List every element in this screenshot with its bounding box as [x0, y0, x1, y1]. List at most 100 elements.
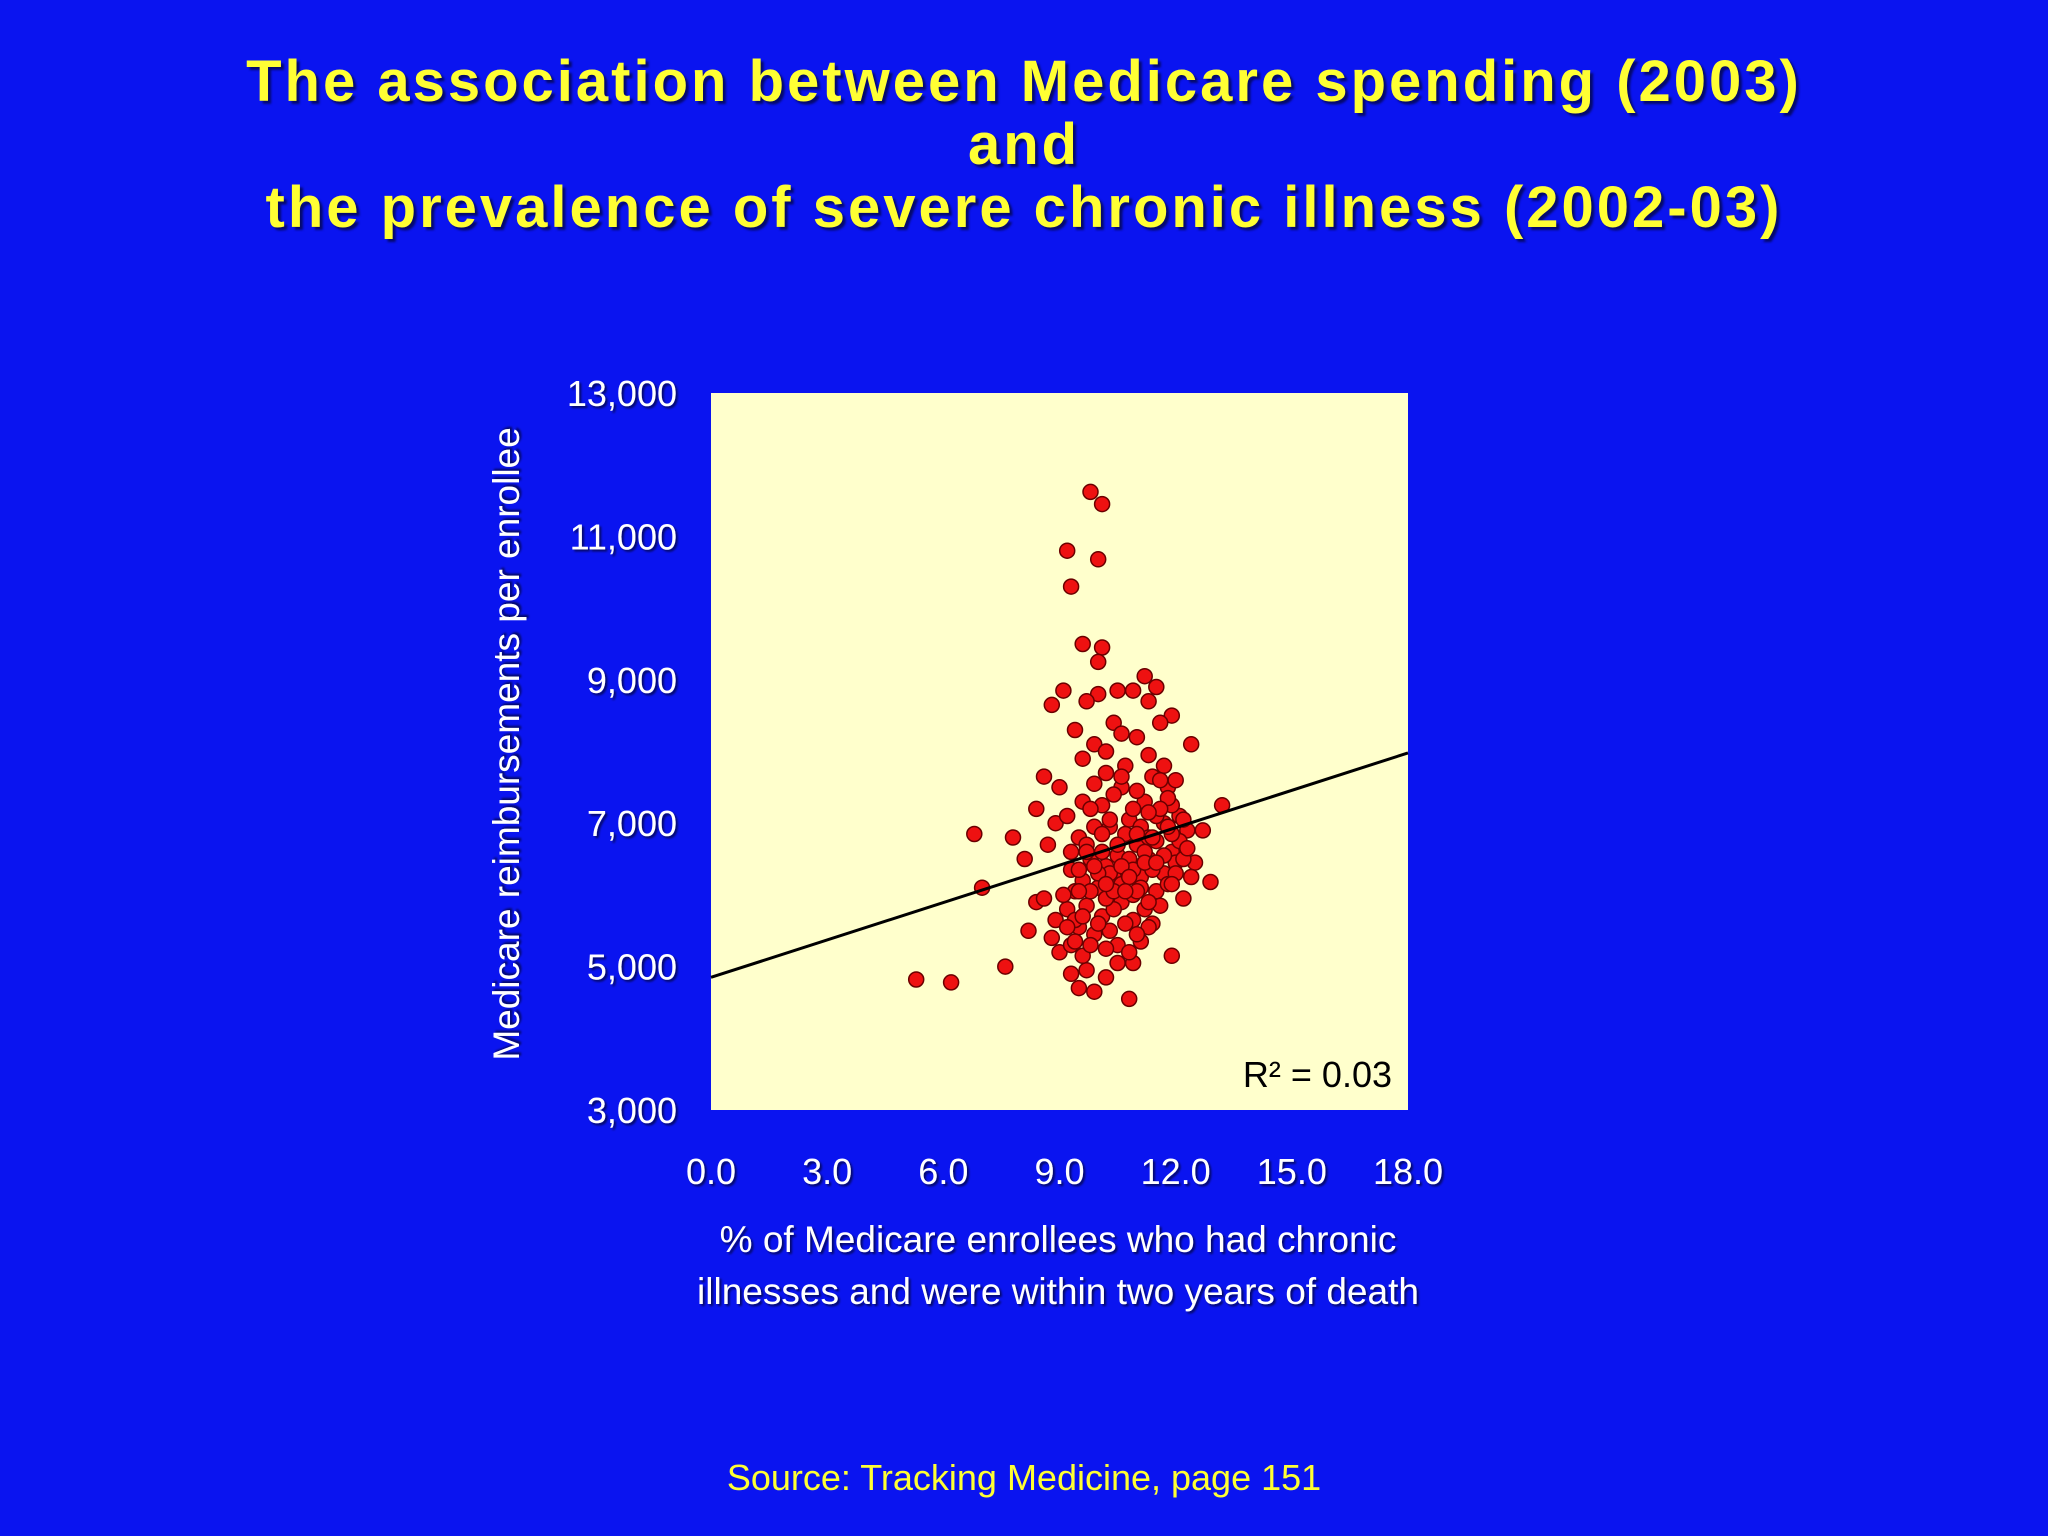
data-point	[1097, 969, 1115, 986]
data-point	[1117, 883, 1134, 900]
data-point	[1109, 682, 1126, 699]
y-tick-label: 3,000	[587, 1090, 677, 1131]
data-point	[997, 958, 1014, 975]
data-point	[1097, 764, 1115, 782]
data-point	[1070, 883, 1088, 900]
data-point	[1124, 682, 1142, 699]
data-point	[1066, 721, 1084, 739]
trend-line	[710, 751, 1409, 979]
data-point	[1097, 743, 1115, 760]
data-point	[1140, 746, 1157, 764]
data-point	[1051, 779, 1068, 796]
title-line: The association between Medicare spendin…	[246, 49, 1802, 114]
data-point	[1055, 682, 1072, 699]
data-point	[966, 825, 983, 843]
slide-title: The association between Medicare spendin…	[0, 50, 2048, 239]
data-point	[1039, 836, 1057, 853]
data-point	[1120, 990, 1138, 1008]
data-point	[1167, 771, 1184, 789]
data-point	[1047, 911, 1064, 929]
data-point	[1093, 825, 1111, 843]
y-axis-title: Medicare reimbursements per enrollee	[486, 427, 527, 1060]
data-point	[1070, 979, 1088, 997]
data-point	[942, 974, 960, 991]
data-point	[1028, 800, 1045, 818]
data-point	[1086, 736, 1103, 753]
data-point	[1035, 768, 1053, 785]
data-point	[1051, 944, 1068, 961]
data-point	[1078, 693, 1095, 710]
x-axis-ticks: 0.0 3.0 6.0 9.0 12.0 15.0 18.0	[686, 1151, 1443, 1192]
data-point	[1148, 854, 1165, 871]
data-point	[1086, 983, 1103, 1000]
data-point	[1058, 918, 1076, 936]
data-point	[1128, 728, 1146, 746]
data-point	[1093, 639, 1111, 656]
data-point	[1004, 829, 1022, 846]
data-point	[1089, 551, 1107, 568]
source-note: Source: Tracking Medicine, page 151	[726, 1457, 1322, 1498]
data-point	[1082, 800, 1099, 818]
data-point	[907, 971, 925, 988]
y-tick-label: 7,000	[587, 803, 677, 844]
data-point	[1140, 693, 1157, 710]
data-point	[1175, 890, 1192, 907]
data-point	[1182, 736, 1200, 753]
data-point	[1062, 843, 1080, 861]
data-point	[1155, 757, 1173, 775]
data-point	[1136, 667, 1153, 685]
data-point	[1062, 578, 1080, 595]
x-tick-label: 3.0	[802, 1151, 852, 1192]
data-point	[1070, 861, 1088, 879]
data-point	[1043, 696, 1061, 714]
data-point	[1128, 782, 1146, 800]
data-point	[1074, 635, 1091, 653]
data-point	[1113, 768, 1130, 785]
data-point	[1109, 954, 1126, 972]
data-point	[1105, 786, 1122, 803]
y-axis-ticks: 3,000 5,000 7,000 9,000 11,000 13,000	[567, 373, 677, 1131]
title-line: and	[967, 112, 1081, 177]
plot-area	[711, 393, 1408, 1110]
data-point	[1020, 922, 1037, 940]
data-point	[1074, 750, 1091, 767]
data-point	[1062, 965, 1080, 983]
data-point	[1047, 814, 1064, 832]
data-point	[1097, 875, 1115, 893]
data-point	[1097, 940, 1115, 957]
data-point	[1163, 707, 1181, 724]
data-point	[1113, 725, 1130, 742]
data-point	[1120, 944, 1138, 961]
title-line: the prevalence of severe chronic illness…	[265, 175, 1783, 240]
x-tick-label: 9.0	[1034, 1151, 1084, 1192]
y-tick-label: 11,000	[570, 516, 677, 557]
data-point	[1089, 653, 1107, 671]
data-point	[1148, 678, 1165, 696]
data-point	[1163, 947, 1181, 965]
x-tick-label: 18.0	[1373, 1151, 1443, 1192]
data-point	[1082, 936, 1099, 954]
data-point	[1151, 714, 1169, 732]
data-point	[1140, 804, 1157, 821]
data-point	[1066, 933, 1084, 950]
data-point	[1140, 893, 1157, 911]
data-points	[907, 483, 1231, 1008]
data-point	[1016, 850, 1033, 868]
data-point	[1089, 915, 1107, 932]
x-tick-label: 0.0	[686, 1151, 736, 1192]
data-point	[1086, 857, 1103, 875]
data-point	[1163, 875, 1181, 893]
data-point	[1086, 775, 1103, 793]
y-tick-label: 9,000	[587, 660, 677, 701]
data-point	[1117, 915, 1134, 932]
x-tick-label: 12.0	[1141, 1151, 1211, 1192]
data-point	[1151, 771, 1169, 789]
data-point	[1074, 908, 1091, 925]
data-point	[1055, 886, 1072, 904]
data-point	[1120, 868, 1138, 886]
x-tick-label: 6.0	[918, 1151, 968, 1192]
data-point	[1128, 926, 1146, 943]
x-axis-title-line: illnesses and were within two years of d…	[697, 1271, 1419, 1312]
x-axis-title-line: % of Medicare enrollees who had chronic	[720, 1219, 1397, 1260]
data-point	[1058, 542, 1076, 559]
